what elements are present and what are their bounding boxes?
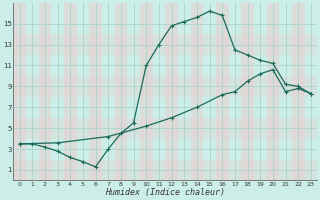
Bar — [64, 3, 76, 180]
Bar — [13, 34, 317, 55]
Bar — [13, 118, 317, 139]
Bar — [292, 3, 305, 180]
X-axis label: Humidex (Indice chaleur): Humidex (Indice chaleur) — [105, 188, 225, 197]
Bar — [241, 3, 254, 180]
Bar — [267, 3, 279, 180]
Bar — [13, 76, 317, 97]
Bar — [115, 3, 127, 180]
Bar — [38, 3, 51, 180]
Bar — [216, 3, 228, 180]
Bar — [89, 3, 102, 180]
Bar — [190, 3, 203, 180]
Bar — [165, 3, 178, 180]
Bar — [13, 3, 26, 180]
Bar — [13, 160, 317, 180]
Bar — [140, 3, 153, 180]
